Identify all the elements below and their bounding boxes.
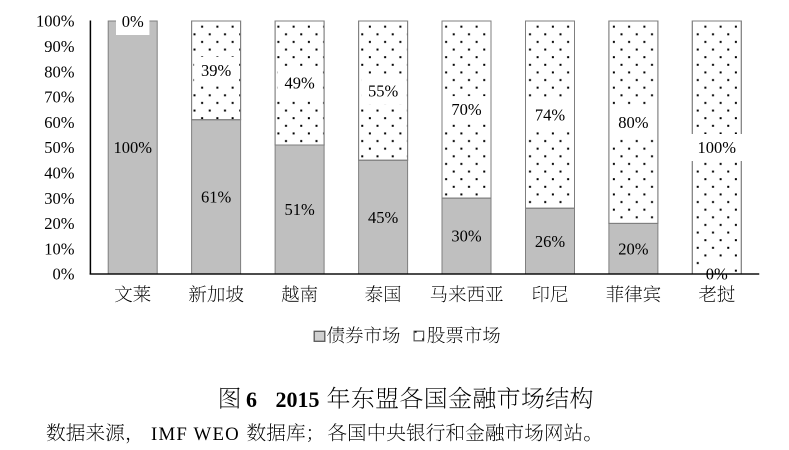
svg-text:0%: 0%: [53, 265, 75, 284]
svg-text:50%: 50%: [44, 138, 75, 157]
svg-text:60%: 60%: [44, 113, 75, 132]
svg-text:26%: 26%: [535, 232, 566, 251]
svg-text:100%: 100%: [698, 138, 737, 157]
svg-text:90%: 90%: [44, 37, 75, 56]
svg-text:30%: 30%: [44, 189, 75, 208]
svg-text:20%: 20%: [44, 214, 75, 233]
svg-text:45%: 45%: [368, 208, 399, 227]
svg-text:100%: 100%: [113, 138, 152, 157]
svg-text:70%: 70%: [451, 100, 482, 119]
svg-text:100%: 100%: [36, 12, 75, 31]
svg-text:20%: 20%: [618, 239, 649, 258]
svg-text:49%: 49%: [284, 74, 315, 93]
svg-text:6: 6: [246, 387, 257, 412]
svg-text:IMF WEO: IMF WEO: [151, 424, 240, 445]
svg-text:39%: 39%: [201, 61, 232, 80]
svg-text:0%: 0%: [122, 12, 144, 31]
svg-text:51%: 51%: [284, 200, 315, 219]
svg-text:61%: 61%: [201, 188, 232, 207]
svg-text:70%: 70%: [44, 88, 75, 107]
svg-text:0%: 0%: [706, 265, 728, 284]
svg-text:2015: 2015: [276, 387, 320, 412]
svg-text:10%: 10%: [44, 239, 75, 258]
svg-text:80%: 80%: [618, 113, 649, 132]
svg-text:55%: 55%: [368, 81, 399, 100]
svg-text:80%: 80%: [44, 62, 75, 81]
svg-text:74%: 74%: [535, 105, 566, 124]
svg-text:40%: 40%: [44, 164, 75, 183]
svg-text:30%: 30%: [451, 227, 482, 246]
